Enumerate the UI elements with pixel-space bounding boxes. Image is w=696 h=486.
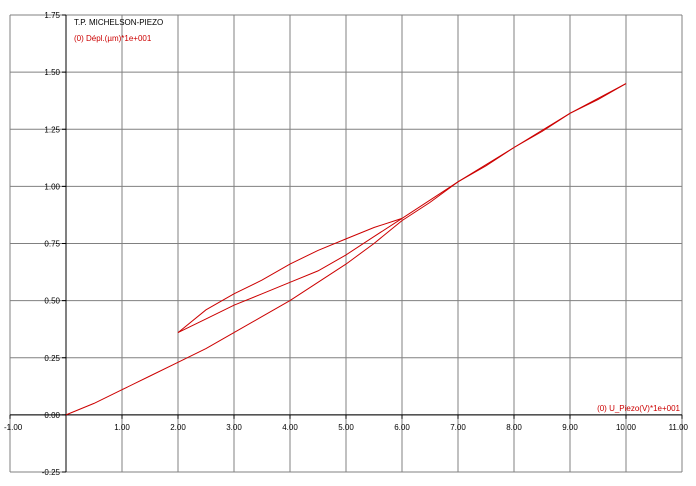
y-tick-label: 0.50 [44, 297, 60, 306]
x-tick-label: 6.00 [394, 423, 410, 432]
y-tick-label: 0.00 [44, 411, 60, 420]
x-tick-label: 5.00 [338, 423, 354, 432]
x-tick-label: 7.00 [450, 423, 466, 432]
series-line [65, 83, 627, 416]
tick-labels: -1.00 1.00 2.00 3.00 4.00 5.00 6.00 7.00 8.00 9.0… [4, 11, 689, 477]
y-tick-label: -0.25 [42, 468, 61, 477]
y-tick-label: 0.25 [44, 354, 60, 363]
x-tick-label: -1.00 [4, 423, 23, 432]
x-tick-label: 8.00 [506, 423, 522, 432]
x-tick-label: 4.00 [282, 423, 298, 432]
x-axis-label: (0) U_Piezo(V)*1e+001 [597, 404, 680, 413]
y-tick-label: 0.75 [44, 240, 60, 249]
y-tick-label: 1.25 [44, 125, 60, 134]
x-tick-label: 11.00 [669, 423, 689, 432]
y-tick-label: 1.75 [44, 11, 60, 20]
x-tick-label: 9.00 [562, 423, 578, 432]
series-line [177, 217, 403, 334]
x-tick-label: 1.00 [114, 423, 130, 432]
y-axis-label: (0) Dépl.(µm)*1e+001 [74, 34, 152, 43]
x-tick-label: 3.00 [226, 423, 242, 432]
series-group [65, 83, 627, 416]
axes [9, 14, 683, 473]
series-line [177, 83, 627, 333]
y-tick-label: 1.50 [44, 68, 60, 77]
x-tick-label: 2.00 [170, 423, 186, 432]
x-tick-label: 10.00 [616, 423, 637, 432]
chart-title: T.P. MICHELSON-PIEZO [74, 18, 163, 27]
y-tick-label: 1.00 [44, 182, 60, 191]
